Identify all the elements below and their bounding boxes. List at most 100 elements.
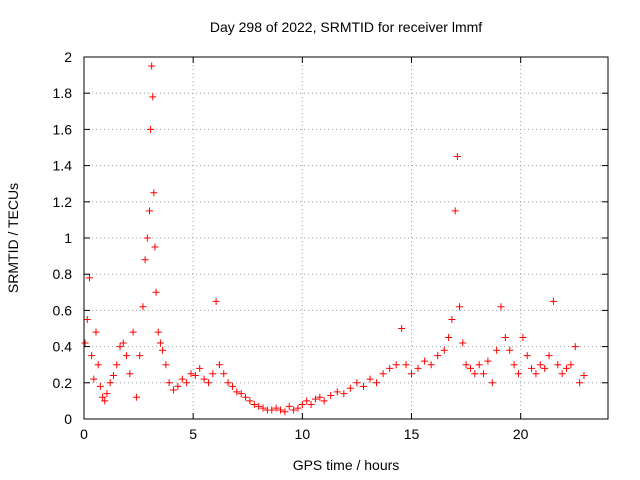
data-point — [567, 361, 575, 369]
data-point — [85, 274, 93, 282]
data-point — [250, 401, 258, 409]
data-point — [259, 404, 267, 412]
y-tick-label: 1 — [64, 230, 72, 246]
data-point — [421, 357, 429, 365]
data-point — [448, 315, 456, 323]
data-point — [497, 303, 505, 311]
data-point — [196, 364, 204, 372]
data-point — [200, 375, 208, 383]
data-point — [484, 357, 492, 365]
data-point — [204, 379, 212, 387]
data-point — [311, 395, 319, 403]
tick-labels-layer: 0 5 10 15 20 0 0.2 0.4 0.6 0.8 1 1.2 1.4 1.6 1.8 2 — [53, 49, 529, 442]
y-tick-label: 0.6 — [53, 302, 73, 318]
grid-layer — [83, 56, 608, 420]
data-point — [320, 397, 328, 405]
data-point — [340, 390, 348, 398]
data-point — [129, 328, 137, 336]
y-tick-label: 0 — [64, 411, 72, 427]
x-tick-label: 10 — [295, 426, 311, 442]
data-point — [353, 379, 361, 387]
data-point — [109, 372, 117, 380]
data-point — [92, 328, 100, 336]
data-point — [576, 379, 584, 387]
data-point — [519, 334, 527, 342]
data-point — [224, 379, 232, 387]
data-point — [147, 125, 155, 133]
x-tick-label: 0 — [80, 426, 88, 442]
y-tick-label: 1.2 — [53, 194, 73, 210]
points-layer — [81, 62, 588, 416]
data-point — [233, 388, 241, 396]
data-point — [493, 346, 501, 354]
data-point — [440, 346, 448, 354]
data-point — [103, 390, 111, 398]
data-point — [162, 361, 170, 369]
data-point — [212, 297, 220, 305]
y-tick-label: 1.4 — [53, 158, 73, 174]
data-point — [466, 364, 474, 372]
y-axis-label: SRMTID / TECUs — [5, 183, 21, 293]
data-point — [571, 343, 579, 351]
data-point — [471, 370, 479, 378]
data-point — [359, 382, 367, 390]
data-point — [136, 352, 144, 360]
data-point — [408, 370, 415, 378]
data-point — [580, 372, 588, 380]
data-point — [106, 379, 114, 387]
y-tick-label: 1.8 — [53, 85, 73, 101]
data-point — [90, 375, 98, 383]
data-point — [81, 339, 89, 347]
y-tick-label: 0.8 — [53, 266, 73, 282]
data-point — [209, 370, 217, 378]
data-point — [298, 401, 306, 409]
x-tick-label: 15 — [404, 426, 420, 442]
data-point — [366, 375, 374, 383]
data-point — [506, 346, 514, 354]
data-point — [327, 391, 335, 399]
data-point — [523, 352, 531, 360]
x-tick-label: 5 — [189, 426, 197, 442]
data-point — [152, 288, 160, 296]
data-point — [228, 382, 236, 390]
data-point — [427, 361, 435, 369]
data-point — [558, 370, 566, 378]
data-point — [141, 256, 149, 264]
data-point — [139, 303, 147, 311]
data-point — [268, 406, 276, 414]
data-point — [333, 388, 341, 396]
data-point — [215, 361, 223, 369]
data-point — [462, 361, 470, 369]
data-point — [96, 382, 104, 390]
data-point — [528, 364, 536, 372]
data-point — [255, 402, 263, 410]
data-point — [143, 234, 151, 242]
ticks-layer — [83, 56, 608, 420]
data-point — [272, 404, 280, 412]
data-point — [373, 379, 381, 387]
data-point — [150, 189, 158, 197]
y-tick-label: 0.2 — [53, 375, 73, 391]
x-axis-label: GPS time / hours — [293, 457, 400, 473]
data-point — [514, 370, 522, 378]
data-point — [159, 346, 167, 354]
data-point — [398, 325, 406, 332]
data-point — [488, 379, 496, 387]
data-point — [285, 402, 293, 410]
data-point — [237, 390, 245, 398]
data-point — [116, 343, 124, 351]
data-point — [554, 361, 562, 369]
data-point — [445, 334, 453, 342]
data-point — [541, 364, 549, 372]
data-point — [165, 379, 173, 387]
data-point — [456, 303, 464, 311]
data-point — [536, 361, 544, 369]
data-point — [346, 384, 354, 392]
data-point — [303, 397, 311, 405]
data-point — [149, 93, 157, 101]
y-tick-label: 0.4 — [53, 339, 73, 355]
data-point — [277, 406, 284, 414]
data-point — [386, 364, 394, 372]
